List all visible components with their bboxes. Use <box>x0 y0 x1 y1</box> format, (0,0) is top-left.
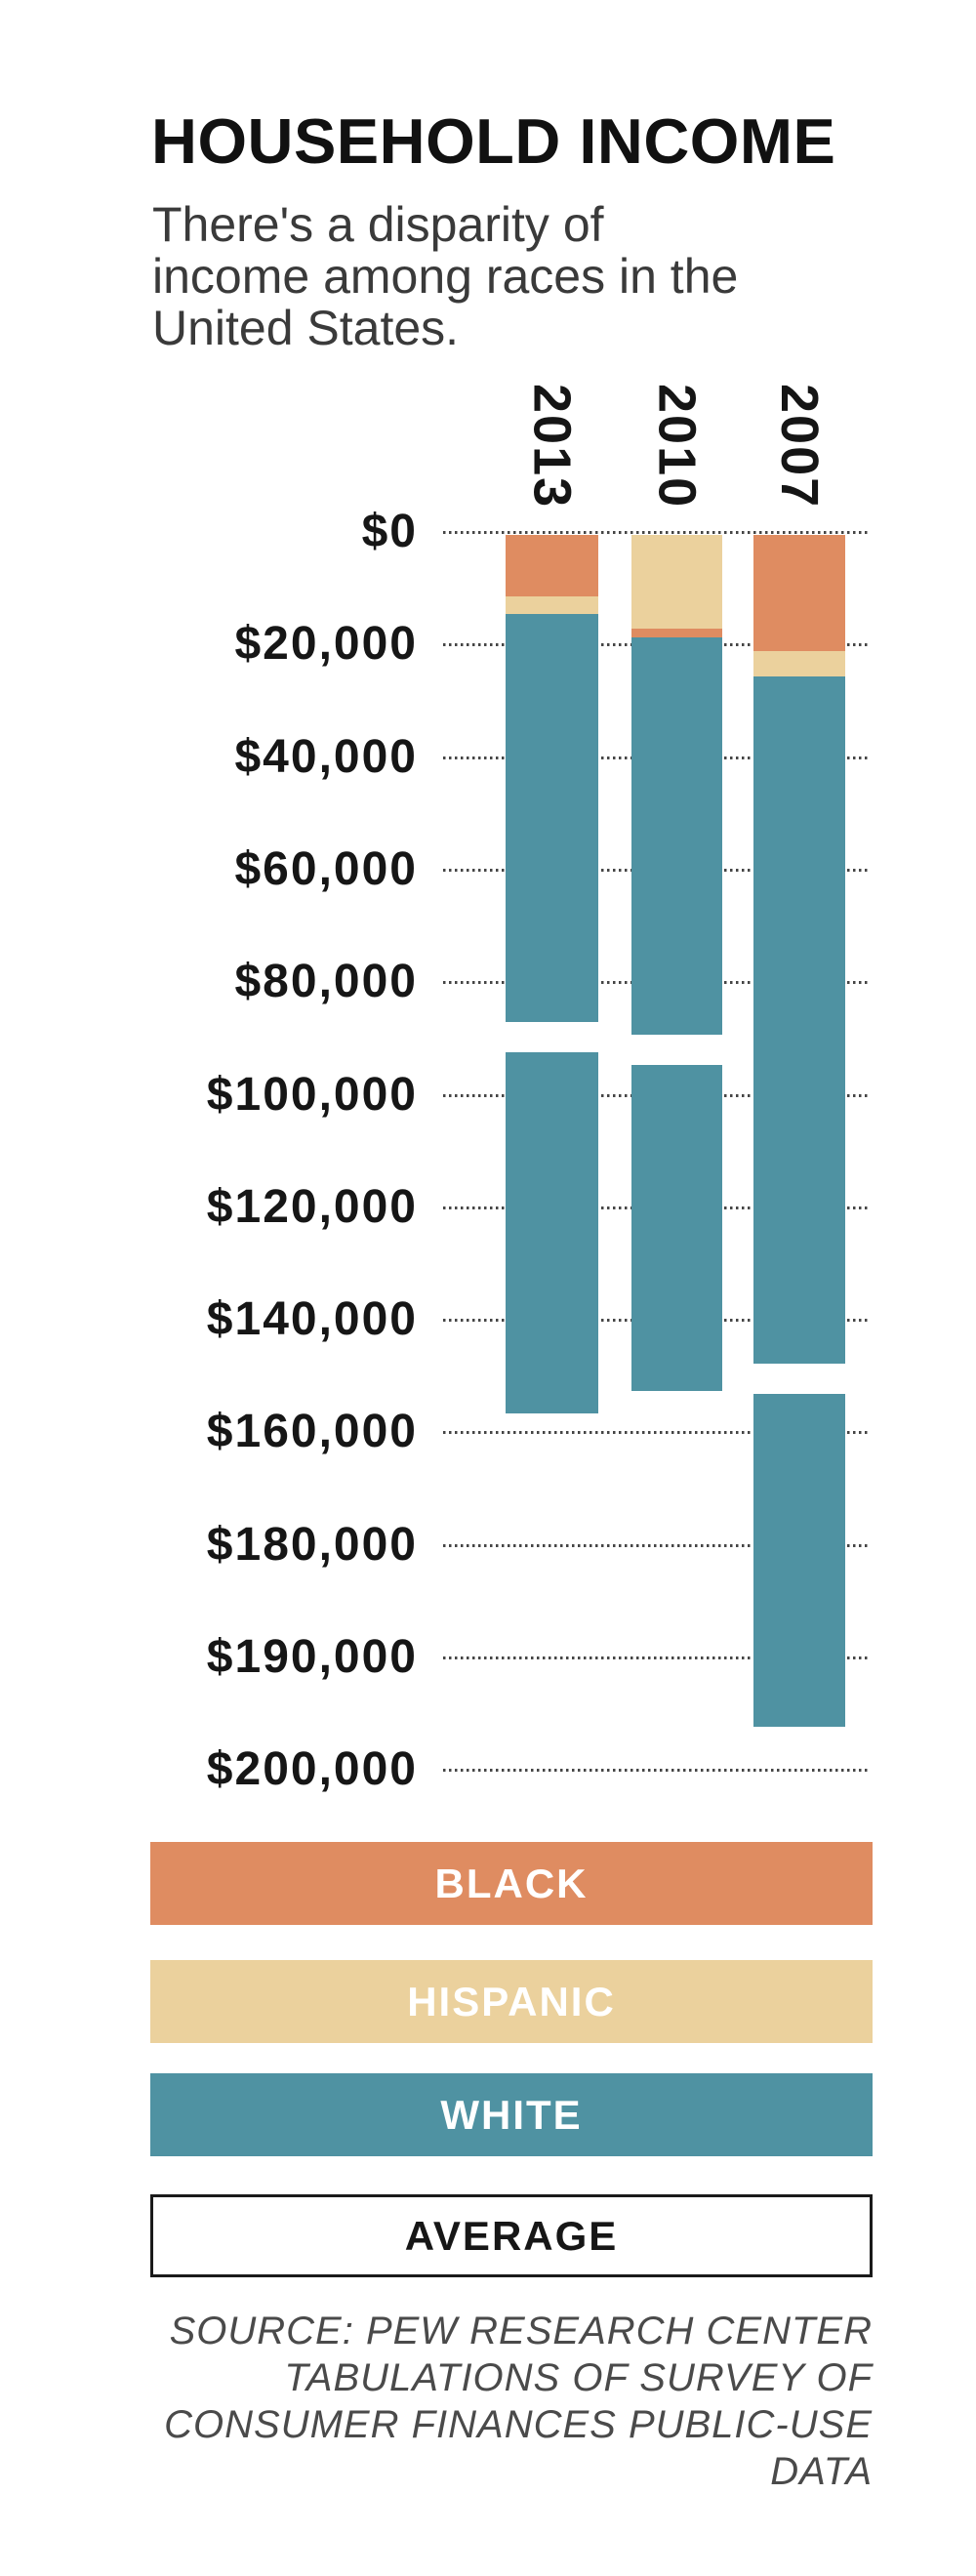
source-note: SOURCE: PEW RESEARCH CENTER TABULATIONS … <box>164 2310 873 2493</box>
bar-segment-black <box>631 629 722 637</box>
year-label-2007: 2007 <box>770 384 829 510</box>
axis-tick-label: $60,000 <box>234 842 418 895</box>
page-subtitle: There's a disparity of income among race… <box>152 197 739 355</box>
axis-tick-label: $190,000 <box>206 1631 418 1683</box>
year-label-2013: 2013 <box>522 384 582 510</box>
bar-segment-white <box>506 613 598 1413</box>
bar-segment-white <box>753 676 845 1728</box>
page-title: HOUSEHOLD INCOME <box>151 105 836 177</box>
bar-2007 <box>753 535 845 1728</box>
average-marker-2007 <box>753 1363 845 1394</box>
legend-label: AVERAGE <box>404 2212 619 2259</box>
legend-hispanic: HISPANIC <box>150 1960 873 2043</box>
bar-segment-black <box>506 535 598 597</box>
legend-label: HISPANIC <box>407 1978 616 2024</box>
legend-black: BLACK <box>150 1842 873 1925</box>
legend-average: AVERAGE <box>150 2194 873 2277</box>
average-marker-2013 <box>506 1021 598 1052</box>
legend-label: BLACK <box>434 1860 589 1906</box>
bar-2010 <box>631 535 722 1391</box>
gridline <box>443 1431 869 1435</box>
axis-tick-label: $180,000 <box>206 1518 418 1571</box>
legend-label: WHITE <box>440 2091 583 2138</box>
axis-tick-label: $140,000 <box>206 1293 418 1346</box>
average-marker-2010 <box>631 1034 722 1065</box>
axis-tick-label: $160,000 <box>206 1406 418 1458</box>
bar-segment-hispanic <box>631 535 722 630</box>
axis-tick-label: $200,000 <box>206 1743 418 1796</box>
bar-segment-white <box>631 636 722 1391</box>
gridline <box>443 1543 869 1547</box>
bar-2013 <box>506 535 598 1413</box>
gridline <box>443 531 869 534</box>
bar-segment-black <box>753 535 845 652</box>
bar-segment-hispanic <box>506 596 598 614</box>
year-label-2010: 2010 <box>647 384 707 510</box>
axis-tick-label: $40,000 <box>234 730 418 783</box>
axis-tick-label: $80,000 <box>234 956 418 1008</box>
axis-tick-label: $120,000 <box>206 1180 418 1233</box>
gridline <box>443 1769 869 1773</box>
axis-tick-label: $20,000 <box>234 618 418 671</box>
legend-white: WHITE <box>150 2073 873 2156</box>
bar-segment-hispanic <box>753 651 845 677</box>
axis-tick-label: $100,000 <box>206 1068 418 1121</box>
axis-tick-label: $0 <box>361 506 418 557</box>
gridline <box>443 1656 869 1659</box>
